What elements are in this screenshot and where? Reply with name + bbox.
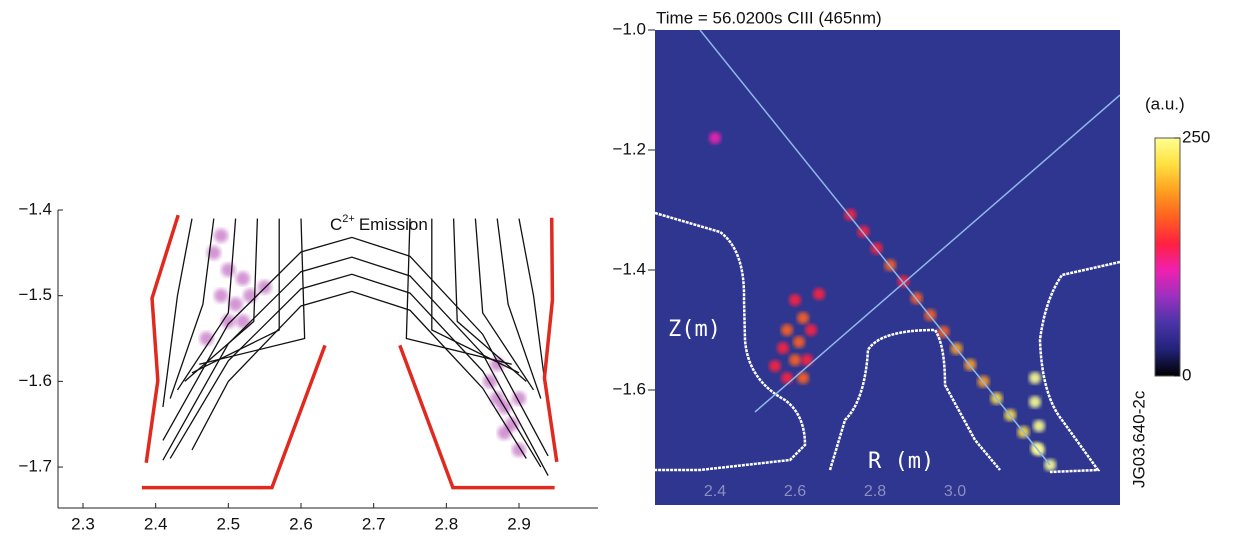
x-tick-label: 2.3 [71, 514, 95, 533]
y-tick-label: −1.6 [18, 371, 52, 390]
annotation: C2+ Emission [330, 213, 428, 235]
y-tick-label: −1.4 [612, 259, 646, 278]
flux-line [191, 290, 527, 459]
x-tick-label: 2.8 [864, 483, 886, 500]
wall [141, 344, 327, 490]
flux-line [191, 218, 280, 374]
emission-point [797, 371, 809, 384]
flux-line [176, 218, 237, 391]
emission-point [805, 323, 817, 336]
wall [144, 214, 180, 464]
flux-line [184, 218, 259, 382]
y-tick-label: −1.5 [18, 285, 52, 304]
wall [542, 217, 559, 463]
flux-line [474, 218, 535, 391]
x-tick-label: 2.4 [704, 483, 726, 500]
emission-point [235, 271, 250, 286]
emission-point [781, 323, 793, 336]
flux-line [162, 218, 193, 408]
emission-point [777, 341, 789, 354]
emission-point [214, 228, 229, 243]
x-tick-label: 2.7 [362, 514, 386, 533]
emission-point [789, 353, 801, 366]
emission-point [214, 288, 229, 303]
emission-point [1029, 395, 1041, 408]
x-tick-label: 2.6 [289, 514, 313, 533]
colorbar-label: (a.u.) [1145, 94, 1185, 113]
emission-point [1029, 371, 1041, 384]
x-tick-label: 2.9 [507, 514, 531, 533]
flux-line [169, 218, 215, 399]
emission-point [801, 353, 813, 366]
emission-point [1033, 419, 1045, 432]
y-tick-label: −1.2 [612, 139, 646, 158]
x-tick-label: 3.0 [944, 483, 966, 500]
flux-line [169, 273, 542, 468]
colorbar-tick-label: 250 [1182, 127, 1210, 146]
left-plot [141, 214, 559, 490]
x-axis-label: R (m) [868, 449, 934, 474]
emission-point [235, 314, 250, 329]
emission-point [793, 335, 805, 348]
flux-line [518, 218, 549, 408]
flux-line [496, 218, 542, 399]
emission-point [797, 311, 809, 324]
flux-line [431, 218, 520, 374]
colorbar-tick-label: 0 [1182, 365, 1191, 384]
flux-line [162, 236, 549, 457]
y-tick-label: −1.4 [18, 199, 52, 218]
y-tick-label: −1.7 [18, 457, 52, 476]
x-tick-label: 2.4 [144, 514, 168, 533]
emission-point [813, 287, 825, 300]
sight-lines [699, 30, 1120, 466]
vessel-outline [655, 211, 1120, 474]
emission-point [497, 425, 512, 440]
flux-line [405, 218, 512, 365]
emission-point [789, 293, 801, 306]
emission-point [709, 131, 721, 144]
x-tick-label: 2.8 [435, 514, 459, 533]
emission-point [781, 371, 793, 384]
emission-point [769, 359, 781, 372]
flux-line [452, 218, 527, 382]
emission-point [228, 297, 243, 312]
y-tick-label: −1.0 [612, 19, 646, 38]
wall [398, 344, 555, 490]
y-tick-label: −1.6 [612, 379, 646, 398]
y-axis-label: Z(m) [668, 317, 721, 342]
figure-id: JG03.640-2c [1129, 390, 1148, 488]
flux-line [199, 218, 306, 365]
colorbar [1154, 137, 1181, 377]
chart-title: Time = 56.0200s CIII (465nm) [656, 8, 882, 27]
emission-point [221, 262, 236, 277]
x-tick-label: 2.5 [217, 514, 241, 533]
emission-point [199, 331, 214, 346]
x-tick-label: 2.6 [784, 483, 806, 500]
